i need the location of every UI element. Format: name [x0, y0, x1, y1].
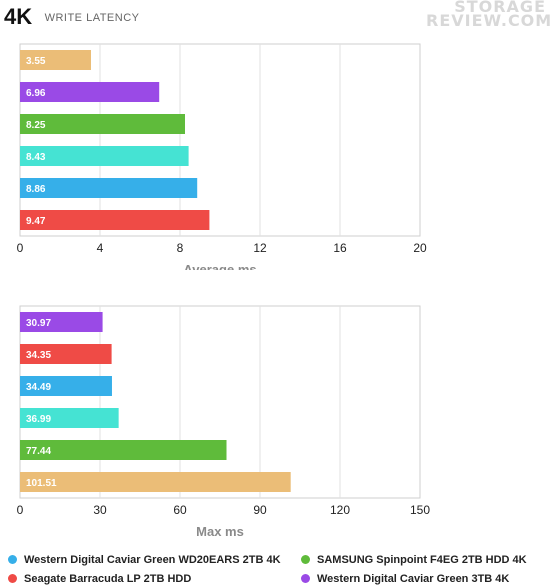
bar-value-label: 101.51 [26, 478, 57, 489]
logo-line-1: STORAGE [454, 0, 546, 16]
bar-value-label: 34.49 [26, 382, 51, 393]
plot-area [19, 43, 421, 237]
average-latency-chart: 3.55 6.96 8.25 8.43 8.86 9.47 0 4 8 12 16 20 Average… [17, 43, 427, 270]
bar-value-label: 30.97 [26, 318, 51, 329]
bar [20, 312, 103, 332]
chart-title: 4K WRITE LATENCY [4, 4, 140, 30]
x-tick-label: 8 [177, 241, 184, 255]
bar [20, 440, 227, 460]
bar [20, 50, 91, 70]
title-main: 4K [4, 4, 33, 29]
legend-swatch [301, 555, 310, 564]
bar [20, 82, 160, 102]
bar [20, 210, 210, 230]
legend-swatch [301, 574, 310, 583]
plot-area [19, 305, 421, 499]
bar [20, 376, 112, 396]
legend-swatch [8, 574, 17, 583]
x-tick-label: 60 [173, 503, 187, 517]
max-latency-chart: 30.97 34.35 34.49 36.99 77.44 101.51 0 30 60 90 12… [17, 305, 430, 539]
bar-value-label: 77.44 [26, 446, 51, 457]
bar [20, 472, 291, 492]
x-tick-label: 4 [97, 241, 104, 255]
logo-line-2: REVIEW.COM [426, 11, 553, 30]
x-axis-title: Average ms [183, 262, 256, 270]
bar-value-label: 34.35 [26, 350, 51, 361]
bar-value-label: 3.55 [26, 56, 46, 67]
x-tick-label: 120 [330, 503, 350, 517]
bar [20, 178, 198, 198]
x-tick-label: 0 [17, 241, 24, 255]
legend-label: Seagate Barracuda LP 2TB HDD [24, 573, 192, 585]
bar-value-label: 8.43 [26, 152, 46, 163]
title-subtitle: WRITE LATENCY [44, 12, 140, 24]
x-tick-label: 150 [410, 503, 430, 517]
x-tick-label: 20 [413, 241, 427, 255]
bar [20, 408, 119, 428]
bar-value-label: 36.99 [26, 414, 51, 425]
legend-item-seagate: Seagate Barracuda LP 2TB HDD [8, 573, 191, 585]
legend-swatch [8, 555, 17, 564]
x-tick-label: 16 [333, 241, 347, 255]
legend-label: Western Digital Caviar Green 3TB 4K [317, 573, 510, 585]
legend: Western Digital Caviar Green WD20EARS 2T… [0, 548, 560, 585]
x-tick-label: 90 [253, 503, 267, 517]
storage-review-logo: STORAGE REVIEW.COM [426, 0, 553, 30]
legend-item-wd-3tb: Western Digital Caviar Green 3TB 4K [301, 573, 509, 585]
x-axis-title: Max ms [196, 524, 244, 539]
legend-label: Western Digital Caviar Green WD20EARS 2T… [24, 554, 281, 566]
x-tick-label: 12 [253, 241, 267, 255]
x-tick-label: 30 [93, 503, 107, 517]
legend-label: SAMSUNG Spinpoint F4EG 2TB HDD 4K [317, 554, 527, 566]
bar [20, 344, 112, 364]
bar-value-label: 9.47 [26, 216, 46, 227]
x-tick-label: 0 [17, 503, 24, 517]
bar-value-label: 8.86 [26, 184, 46, 195]
legend-item-samsung: SAMSUNG Spinpoint F4EG 2TB HDD 4K [301, 554, 527, 566]
legend-item-wd20ears: Western Digital Caviar Green WD20EARS 2T… [8, 554, 281, 566]
bar [20, 146, 189, 166]
bar [20, 114, 185, 134]
bar-value-label: 6.96 [26, 88, 46, 99]
bar-value-label: 8.25 [26, 120, 46, 131]
